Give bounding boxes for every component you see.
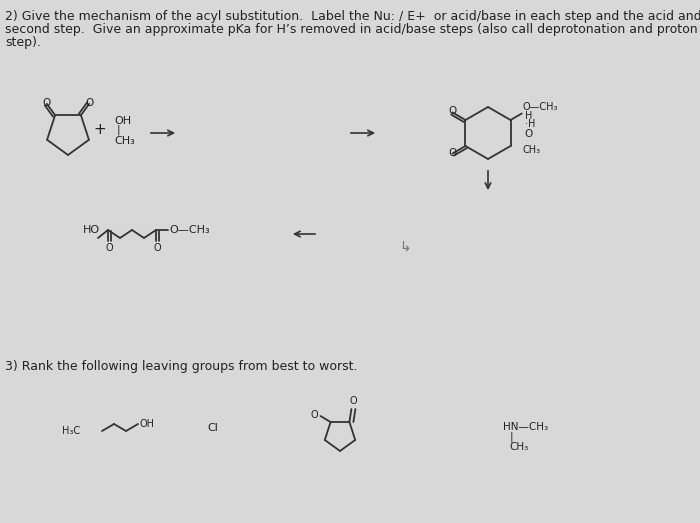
Text: O: O [449,147,456,157]
Text: H₃C: H₃C [62,426,80,436]
Text: HO: HO [83,225,100,235]
Text: O: O [524,129,533,139]
Text: H: H [524,111,532,121]
Text: O: O [85,98,93,108]
Text: CH₃: CH₃ [114,136,134,146]
Text: O: O [43,98,51,108]
Text: O: O [153,243,161,253]
Text: OH: OH [139,419,154,429]
Text: O: O [105,243,113,253]
Text: O: O [449,107,456,117]
Text: ·H: ·H [524,119,535,129]
Text: ↳: ↳ [399,241,411,255]
Text: OH: OH [114,116,131,126]
Text: 2) Give the mechanism of the acyl substitution.  Label the Nu: / E+  or acid/bas: 2) Give the mechanism of the acyl substi… [5,10,700,23]
Text: O—CH₃: O—CH₃ [169,225,209,235]
Text: second step.  Give an approximate pKa for H’s removed in acid/base steps (also c: second step. Give an approximate pKa for… [5,23,700,36]
Text: Cl: Cl [208,423,218,433]
Text: HN—CH₃: HN—CH₃ [503,422,548,432]
Text: O—CH₃: O—CH₃ [523,103,559,112]
Text: |: | [117,125,120,135]
Text: +: + [94,122,106,138]
Text: |: | [510,432,514,442]
Text: 3) Rank the following leaving groups from best to worst.: 3) Rank the following leaving groups fro… [5,360,358,373]
Text: CH₃: CH₃ [509,442,528,452]
Text: CH₃: CH₃ [522,145,540,155]
Text: step).: step). [5,36,41,49]
Text: O: O [349,396,357,406]
Text: O: O [311,410,318,420]
